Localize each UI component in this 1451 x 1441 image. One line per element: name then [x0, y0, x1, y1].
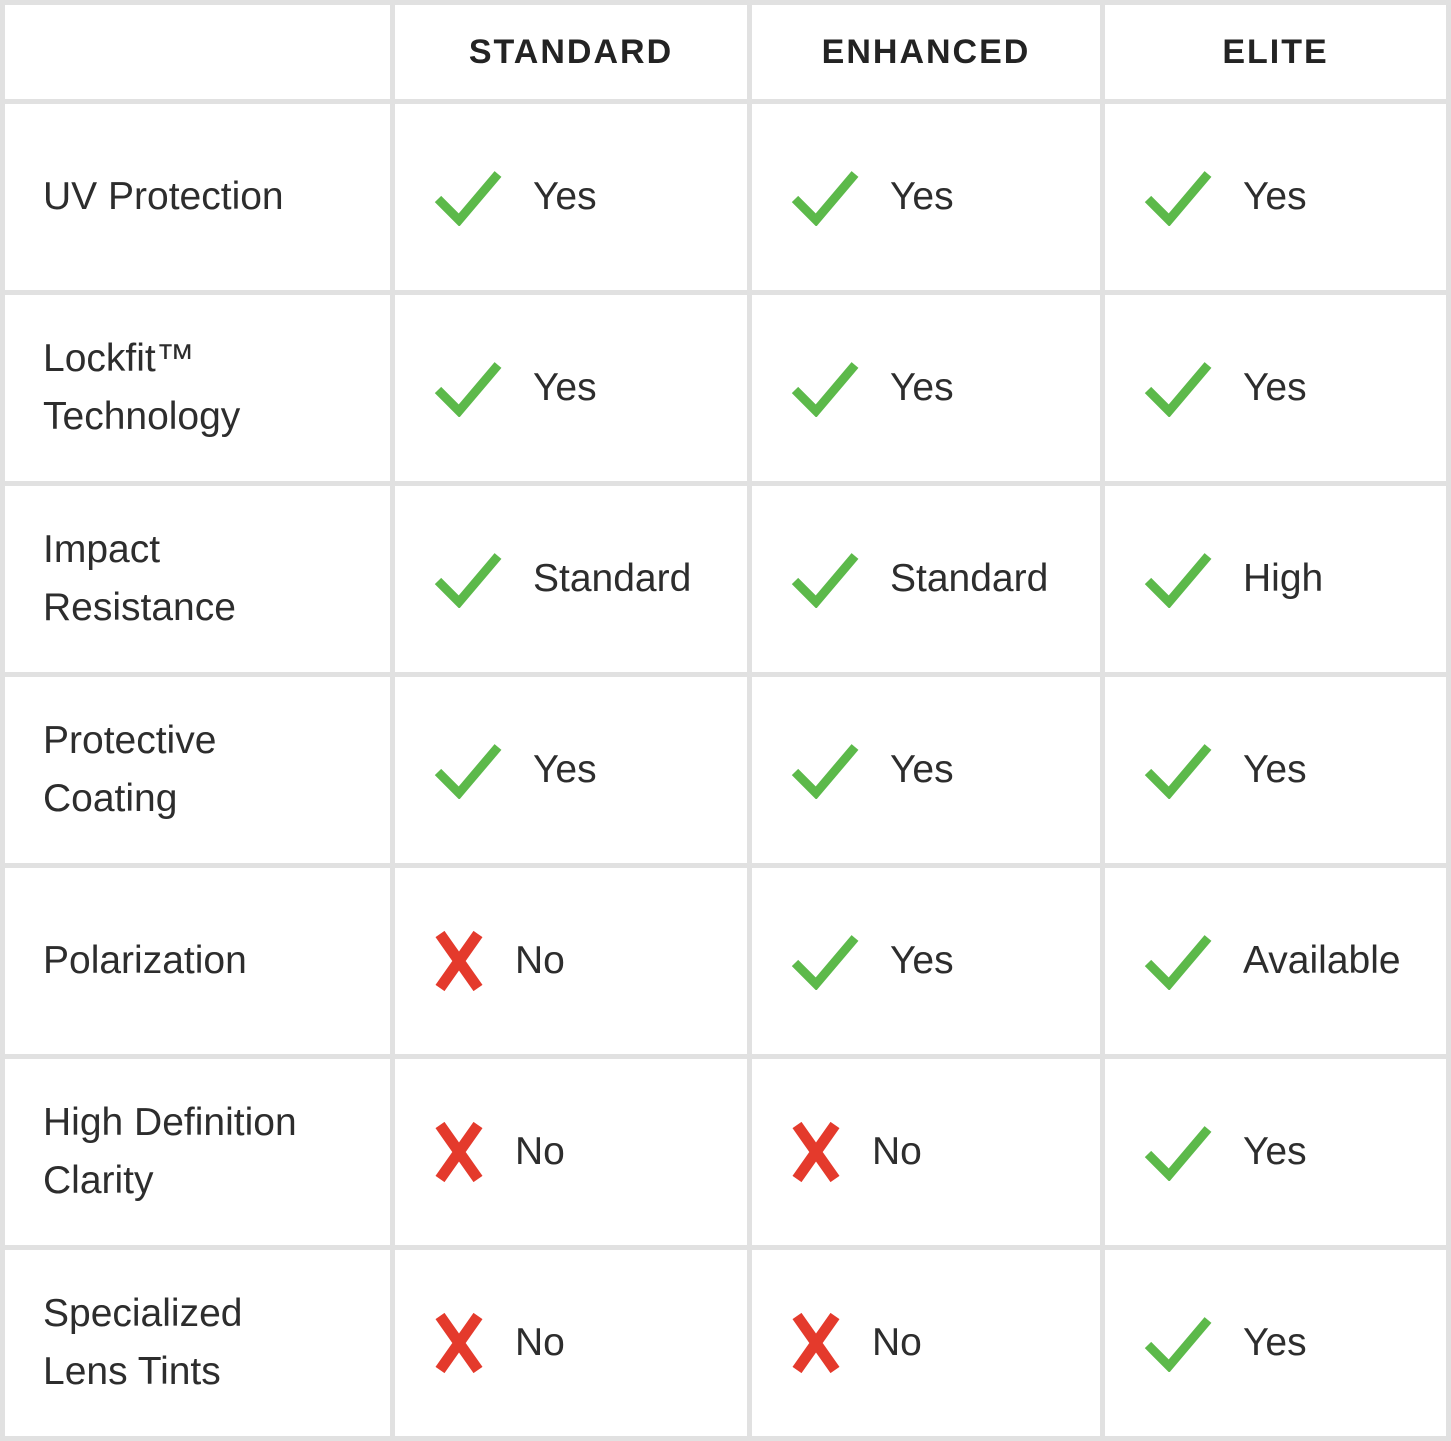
feature-value: Yes [1243, 366, 1307, 409]
cross-icon [433, 1311, 485, 1375]
check-icon [1143, 359, 1213, 418]
row-label-impact-resistance: Impact Resistance [5, 486, 390, 672]
feature-value: Yes [1243, 1321, 1307, 1364]
feature-value: No [515, 939, 565, 982]
check-icon [790, 932, 860, 991]
check-icon [1143, 932, 1213, 991]
check-icon [790, 550, 860, 609]
column-header-standard: STANDARD [395, 5, 747, 99]
cell-lens-tints-standard: No [395, 1250, 747, 1436]
cell-uv-protection-standard: Yes [395, 104, 747, 290]
check-icon [433, 550, 503, 609]
feature-value: Yes [890, 175, 954, 218]
feature-value: Available [1243, 939, 1401, 982]
row-label-specialized-lens-tints: Specialized Lens Tints [5, 1250, 390, 1436]
cell-coating-elite: Yes [1105, 677, 1446, 863]
check-icon [1143, 168, 1213, 227]
cell-uv-protection-elite: Yes [1105, 104, 1446, 290]
corner-cell [5, 5, 390, 99]
feature-value: No [515, 1130, 565, 1173]
feature-value: Yes [890, 366, 954, 409]
cell-uv-protection-enhanced: Yes [752, 104, 1100, 290]
cell-lens-tints-elite: Yes [1105, 1250, 1446, 1436]
cross-icon [790, 1120, 842, 1184]
feature-value: Yes [890, 939, 954, 982]
cell-impact-enhanced: Standard [752, 486, 1100, 672]
cell-hd-clarity-elite: Yes [1105, 1059, 1446, 1245]
column-header-enhanced: ENHANCED [752, 5, 1100, 99]
cross-icon [433, 1120, 485, 1184]
cell-polarization-elite: Available [1105, 868, 1446, 1054]
cell-impact-standard: Standard [395, 486, 747, 672]
check-icon [1143, 1123, 1213, 1182]
check-icon [790, 741, 860, 800]
feature-value: Standard [533, 557, 692, 600]
feature-value: No [872, 1130, 922, 1173]
check-icon [1143, 1314, 1213, 1373]
feature-value: No [515, 1321, 565, 1364]
feature-value: No [872, 1321, 922, 1364]
feature-value: High [1243, 557, 1324, 600]
feature-value: Yes [533, 175, 597, 218]
cell-lockfit-elite: Yes [1105, 295, 1446, 481]
cell-polarization-standard: No [395, 868, 747, 1054]
row-label-uv-protection: UV Protection [5, 104, 390, 290]
row-label-polarization: Polarization [5, 868, 390, 1054]
check-icon [433, 741, 503, 800]
cross-icon [790, 1311, 842, 1375]
feature-value: Yes [1243, 175, 1307, 218]
cell-impact-elite: High [1105, 486, 1446, 672]
row-label-protective-coating: Protective Coating [5, 677, 390, 863]
cell-lens-tints-enhanced: No [752, 1250, 1100, 1436]
feature-value: Yes [533, 366, 597, 409]
check-icon [1143, 741, 1213, 800]
check-icon [790, 168, 860, 227]
check-icon [433, 168, 503, 227]
cell-hd-clarity-standard: No [395, 1059, 747, 1245]
check-icon [433, 359, 503, 418]
cell-coating-enhanced: Yes [752, 677, 1100, 863]
cell-lockfit-enhanced: Yes [752, 295, 1100, 481]
column-header-elite: ELITE [1105, 5, 1446, 99]
check-icon [1143, 550, 1213, 609]
feature-value: Yes [890, 748, 954, 791]
row-label-lockfit-technology: Lockfit™ Technology [5, 295, 390, 481]
cell-coating-standard: Yes [395, 677, 747, 863]
row-label-high-definition-clarity: High Definition Clarity [5, 1059, 390, 1245]
cross-icon [433, 929, 485, 993]
feature-value: Standard [890, 557, 1049, 600]
feature-value: Yes [1243, 1130, 1307, 1173]
cell-lockfit-standard: Yes [395, 295, 747, 481]
feature-value: Yes [533, 748, 597, 791]
feature-value: Yes [1243, 748, 1307, 791]
cell-polarization-enhanced: Yes [752, 868, 1100, 1054]
check-icon [790, 359, 860, 418]
cell-hd-clarity-enhanced: No [752, 1059, 1100, 1245]
